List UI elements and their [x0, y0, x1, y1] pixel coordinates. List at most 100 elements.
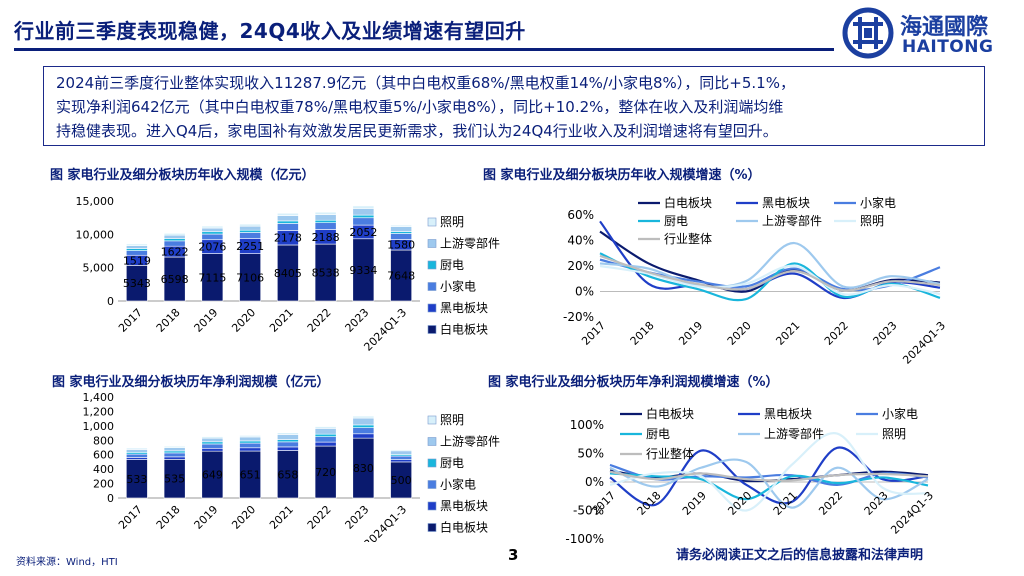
legend-label: 厨电	[440, 456, 464, 470]
x-tick-label: 2018	[628, 319, 657, 348]
x-tick-label: 2019	[680, 489, 709, 518]
series-line-lighting	[609, 432, 929, 512]
bar-value-label-white_goods: 6598	[161, 273, 189, 286]
haitong-emblem-icon	[842, 7, 894, 59]
bar-black_goods-2020	[239, 447, 261, 452]
bar-kitchen-2022	[314, 433, 337, 437]
bar-lighting-2020	[239, 223, 261, 227]
bar-lighting-2023	[352, 205, 375, 209]
source-note: 资料来源：Wind，HTI	[16, 557, 118, 568]
title-divider	[14, 48, 834, 51]
y-tick-label: -100%	[565, 532, 604, 546]
bar-small_appliance-2023	[352, 427, 375, 435]
legend-swatch	[427, 458, 437, 468]
series-line-components	[609, 458, 929, 509]
x-tick-label: 2020	[725, 319, 754, 348]
y-tick-label: 600	[93, 449, 114, 462]
profit-growth-chart: -100%-50%0%50%100%2017 2018 2019 2020 2021 20…	[565, 406, 936, 546]
legend-label: 厨电	[646, 427, 670, 441]
bar-value-label-white_goods: 649	[202, 469, 223, 482]
summary-box: 2024前三季度行业整体实现收入11287.9亿元（其中白电权重68%/黑电权重…	[43, 66, 985, 146]
revenue-growth-chart: -20%0%20%40%60%2017 2018 2019 2020 2021 2022 2…	[563, 195, 948, 366]
legend-label: 小家电	[440, 279, 476, 294]
legend-swatch	[427, 282, 437, 291]
y-tick-label: 200	[93, 478, 114, 491]
x-tick-label: 2021	[773, 319, 802, 348]
x-tick-label: 2022	[305, 306, 334, 335]
bar-value-label-black_goods: 2052	[349, 226, 377, 239]
legend-label: 白电板块	[440, 322, 488, 337]
bar-components-2022	[314, 428, 337, 435]
legend-swatch	[427, 217, 437, 227]
bar-kitchen-2017	[126, 248, 148, 251]
legend-label: 厨电	[664, 214, 688, 228]
bar-kitchen-2018	[163, 450, 186, 454]
bar-black_goods-2024Q1-3	[390, 459, 412, 463]
legend-label: 行业整体	[664, 231, 712, 246]
bar-kitchen-2019	[201, 231, 224, 235]
bar-value-label-white_goods: 830	[353, 462, 374, 475]
legend-swatch	[427, 260, 437, 270]
y-tick-label: 0	[107, 492, 114, 505]
y-tick-label: 1,400	[83, 391, 115, 404]
bar-components-2017	[126, 245, 148, 249]
logo-chinese-text: 海通國際	[900, 14, 989, 40]
slide-title: 行业前三季度表现稳健，24Q4收入及业绩增速有望回升	[14, 19, 526, 43]
bar-components-2021	[277, 215, 299, 222]
bar-value-label-white_goods: 533	[126, 473, 147, 486]
haitong-logo: 海通國際 HAITONG	[842, 7, 1017, 59]
bar-components-2017	[126, 449, 148, 453]
bar-kitchen-2023	[352, 214, 375, 219]
bar-lighting-2018	[163, 445, 186, 448]
x-tick-label: 2017	[116, 503, 145, 532]
legend-label: 照明	[882, 427, 906, 441]
y-tick-label: 0%	[575, 285, 594, 299]
x-tick-label: 2022	[816, 489, 845, 518]
y-tick-label: 1,200	[83, 405, 115, 418]
bar-small_appliance-2024Q1-3	[390, 233, 412, 240]
bar-lighting-2017	[126, 243, 148, 246]
legend-label: 行业整体	[646, 446, 694, 461]
legend-swatch	[427, 501, 437, 511]
x-tick-label: 2019	[192, 503, 221, 532]
series-line-industry	[609, 470, 929, 482]
bar-lighting-2022	[314, 211, 337, 215]
bar-value-label-white_goods: 651	[240, 469, 261, 482]
bar-value-label-white_goods: 720	[315, 466, 336, 479]
legend-label: 黑电板块	[762, 196, 810, 210]
bar-components-2020	[239, 436, 261, 442]
bar-value-label-black_goods: 1622	[161, 246, 189, 259]
logo-english-text: HAITONG	[902, 37, 994, 57]
x-tick-label: 2022	[822, 319, 851, 348]
legend-label: 照明	[440, 215, 464, 229]
bar-lighting-2021	[277, 432, 299, 435]
legend-label: 黑电板块	[440, 499, 488, 513]
bar-small_appliance-2022	[314, 222, 337, 230]
y-tick-label: 400	[93, 463, 114, 476]
y-tick-label: 5,000	[83, 262, 115, 275]
y-tick-label: 15,000	[76, 195, 115, 208]
bar-value-label-black_goods: 2251	[236, 240, 264, 253]
bar-kitchen-2023	[352, 424, 375, 428]
series-line-industry	[599, 254, 941, 292]
bar-black_goods-2019	[201, 447, 224, 452]
x-tick-label: 2021	[267, 306, 296, 335]
bar-black_goods-2022	[314, 441, 337, 447]
bar-components-2018	[163, 234, 186, 239]
legend-label: 白电板块	[440, 520, 488, 535]
bar-lighting-2021	[277, 212, 299, 216]
bar-small_appliance-2020	[239, 232, 261, 239]
bar-small_appliance-2019	[201, 233, 224, 241]
y-tick-label: 60%	[567, 208, 594, 222]
summary-line-2: 实现净利润642亿元（其中白电权重78%/黑电权重5%/小家电8%），同比+10…	[56, 98, 784, 116]
bar-small_appliance-2021	[277, 223, 299, 231]
bar-lighting-2020	[239, 435, 261, 438]
legend-swatch	[427, 325, 437, 334]
legend-swatch	[427, 480, 437, 489]
y-tick-label: -50%	[573, 504, 604, 518]
bar-components-2019	[201, 227, 224, 233]
legend-label: 小家电	[882, 406, 918, 421]
bar-kitchen-2022	[314, 219, 337, 223]
bar-components-2021	[277, 434, 299, 440]
legend-label: 上游零部件	[764, 426, 824, 441]
